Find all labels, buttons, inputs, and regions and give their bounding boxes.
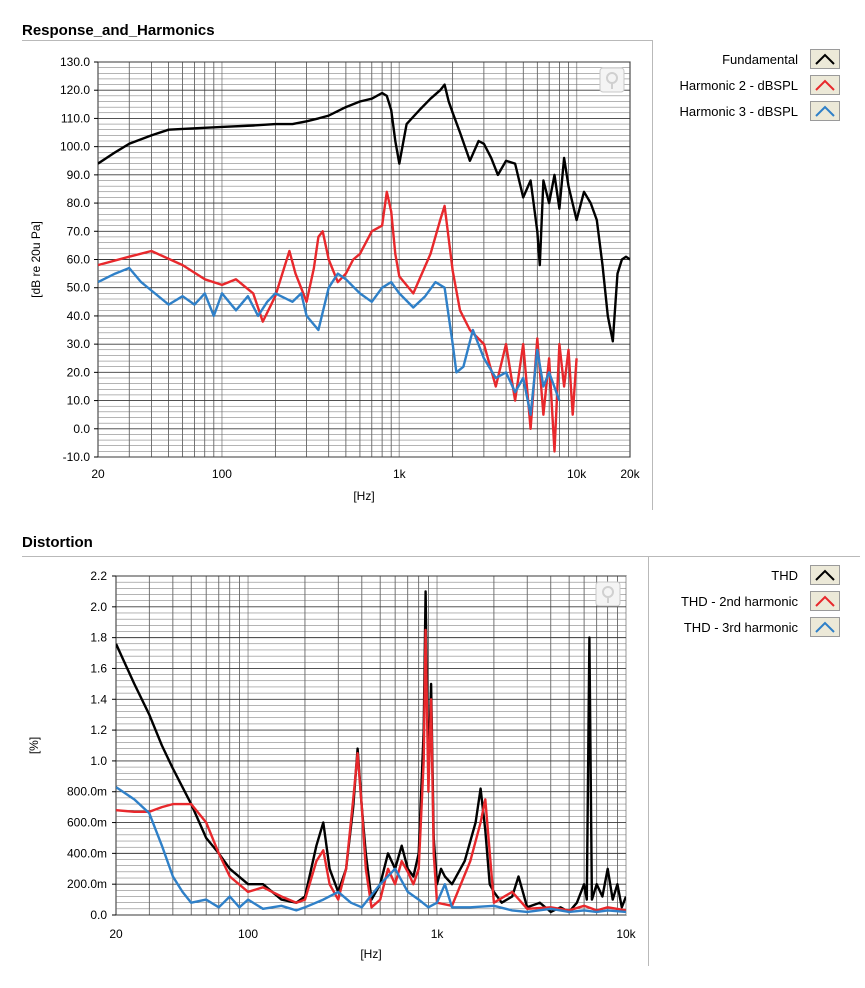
- y-tick-label: 0.0: [73, 422, 90, 436]
- y-tick-label: 100.0: [60, 140, 90, 154]
- chart-title-response: Response_and_Harmonics: [22, 22, 215, 39]
- title-underline: [22, 40, 652, 41]
- x-tick-label: 20: [109, 927, 123, 941]
- y-tick-label: 400.0m: [67, 846, 107, 860]
- legend-swatch-icon[interactable]: [810, 591, 840, 611]
- legend-item: Harmonic 3 - dBSPL: [600, 98, 840, 124]
- y-tick-label: 30.0: [67, 337, 91, 351]
- y-tick-label: 1.2: [90, 723, 107, 737]
- series-line-3: [116, 786, 626, 914]
- legend-swatch-icon[interactable]: [810, 101, 840, 121]
- legend-item: Fundamental: [600, 46, 840, 72]
- y-tick-label: 90.0: [67, 168, 91, 182]
- legend-response: Fundamental Harmonic 2 - dBSPL Harmonic 3 …: [600, 46, 840, 124]
- y-axis-label: [dB re 20u Pa]: [29, 221, 43, 298]
- legend-swatch-icon[interactable]: [810, 75, 840, 95]
- plot-area: [115, 575, 627, 916]
- series-line-1: [98, 83, 630, 343]
- y-tick-label: 10.0: [67, 394, 91, 408]
- y-tick-label: 1.0: [90, 754, 107, 768]
- y-tick-label: 40.0: [67, 309, 91, 323]
- series-line-2: [98, 190, 578, 453]
- x-tick-label: 10k: [567, 467, 587, 481]
- y-tick-label: 0.0: [90, 908, 107, 922]
- y-tick-label: -10.0: [63, 450, 91, 464]
- y-tick-label: 20.0: [67, 365, 91, 379]
- x-tick-label: 1k: [431, 927, 445, 941]
- y-tick-label: 70.0: [67, 224, 91, 238]
- series-line-3: [98, 266, 561, 416]
- x-tick-label: 100: [212, 467, 232, 481]
- y-axis-label: [%]: [27, 737, 41, 754]
- y-tick-label: 200.0m: [67, 877, 107, 891]
- y-tick-label: 80.0: [67, 196, 91, 210]
- y-tick-label: 1.4: [90, 692, 107, 706]
- title-underline-2: [22, 556, 860, 557]
- y-tick-label: 130.0: [60, 55, 90, 69]
- y-tick-label: 2.0: [90, 600, 107, 614]
- panel-divider: [652, 40, 653, 510]
- legend-swatch-icon[interactable]: [810, 49, 840, 69]
- y-tick-label: 1.6: [90, 661, 107, 675]
- y-tick-label: 120.0: [60, 83, 90, 97]
- legend-distortion: THD THD - 2nd harmonic THD - 3rd harmonic: [600, 562, 840, 640]
- x-tick-label: 100: [238, 927, 258, 941]
- y-tick-label: 50.0: [67, 281, 91, 295]
- panel-divider-2: [648, 556, 649, 966]
- x-tick-label: 20: [91, 467, 105, 481]
- legend-item: Harmonic 2 - dBSPL: [600, 72, 840, 98]
- plot-palette-icon: [599, 67, 625, 93]
- x-tick-label: 10k: [616, 927, 636, 941]
- legend-swatch-icon[interactable]: [810, 617, 840, 637]
- series-line-2: [116, 628, 626, 912]
- plot-palette-icon: [595, 581, 621, 607]
- legend-label: Fundamental: [722, 51, 798, 67]
- legend-swatch-icon[interactable]: [810, 565, 840, 585]
- y-tick-label: 1.8: [90, 631, 107, 645]
- y-tick-label: 60.0: [67, 253, 91, 267]
- legend-label: THD - 2nd harmonic: [680, 593, 798, 609]
- chart-title-distortion: Distortion: [22, 534, 93, 551]
- legend-item: THD: [600, 562, 840, 588]
- legend-label: THD - 3rd harmonic: [683, 619, 798, 635]
- legend-label: Harmonic 3 - dBSPL: [679, 103, 799, 119]
- y-tick-label: 2.2: [90, 569, 107, 583]
- legend-label: Harmonic 2 - dBSPL: [679, 77, 799, 93]
- x-axis-label: [Hz]: [360, 947, 381, 961]
- y-tick-label: 110.0: [61, 111, 90, 125]
- legend-item: THD - 3rd harmonic: [600, 614, 840, 640]
- legend-label: THD: [771, 567, 798, 583]
- y-tick-label: 600.0m: [67, 816, 107, 830]
- x-tick-label: 20k: [620, 467, 640, 481]
- x-axis-label: [Hz]: [353, 489, 374, 503]
- legend-item: THD - 2nd harmonic: [600, 588, 840, 614]
- x-tick-label: 1k: [393, 467, 407, 481]
- y-tick-label: 800.0m: [67, 785, 107, 799]
